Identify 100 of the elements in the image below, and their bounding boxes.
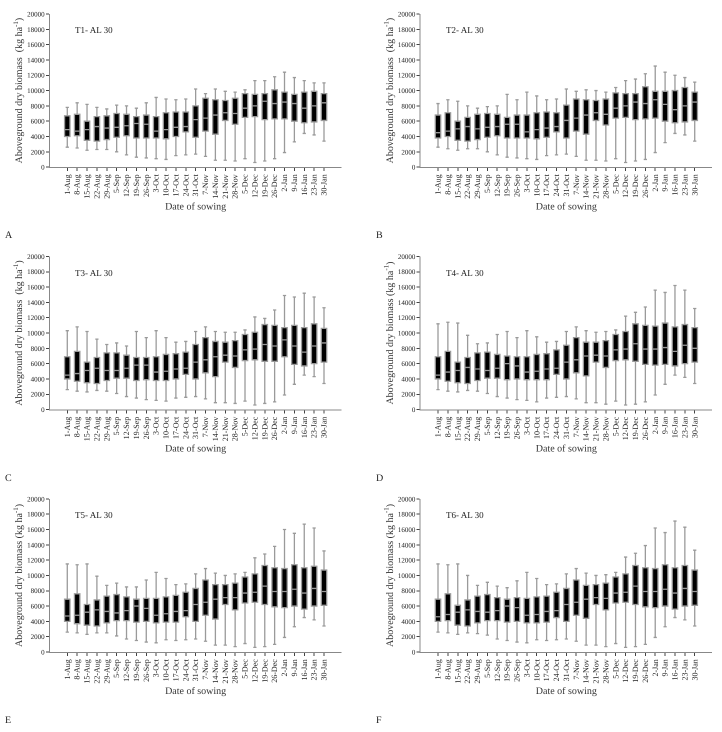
x-tick-label: 26-Dec [270,416,280,440]
x-tick-label: 1-Aug [62,416,72,438]
text: B [376,230,383,241]
x-tick-label: 5-Sep [112,416,122,436]
x-axis-title: Date of sowing [165,201,226,212]
x-tick-label: 16-Jan [670,416,680,438]
x-tick-label: 26-Sep [142,659,151,682]
x-tick-label: 10-Oct [532,174,542,197]
x-tick-label: 26-Sep [512,174,522,197]
x-tick-label: 19-Sep [132,416,141,440]
x-tick-label: 24-Oct [181,416,190,439]
x-tick-label: 29-Aug [102,659,112,684]
x-tick-label: 8-Aug [72,659,82,680]
x-tick-label: 26-Dec [270,174,280,198]
x-tick-label: 14-Nov [210,659,220,684]
x-tick-label: 12-Sep [492,174,502,197]
x-tick-label: 23-Jan [680,659,690,681]
x-tick-label: 7-Nov [572,174,581,195]
x-tick-label: 19-Dec [260,658,270,683]
x-tick-label: 3-Oct [522,416,532,435]
x-tick-label: 30-Jan [320,416,329,438]
x-tick-label: 19-Sep [132,174,141,197]
x-tick-label: 16-Jan [670,659,680,681]
x-tick-label: 24-Oct [181,658,190,682]
text: E [5,715,12,726]
x-tick-label: 10-Oct [162,658,171,682]
x-tick-label: 9-Jan [660,659,670,677]
x-tick-label: 7-Nov [201,416,210,438]
x-tick-label: 19-Dec [260,416,270,440]
text: C [5,473,12,484]
x-tick-label: 12-Dec [621,416,630,440]
text: T4- AL 30 [446,268,484,278]
x-tick-label: 9-Jan [290,416,299,434]
x-tick-label: 17-Oct [542,174,552,197]
x-tick-label: 9-Jan [660,174,670,192]
x-tick-label: 21-Nov [220,416,230,442]
x-tick-label: 5-Dec [240,658,250,679]
x-tick-label: 5-Dec [611,416,620,436]
x-tick-label: 2-Jan [280,174,290,192]
x-tick-label: 17-Oct [171,658,180,682]
x-tick-label: 5-Dec [240,416,250,436]
x-tick-label: 22-Aug [463,659,472,684]
x-tick-label: 1-Aug [434,416,443,438]
text: A [5,230,13,241]
x-tick-label: 16-Jan [670,174,680,196]
x-tick-label: 5-Sep [482,659,492,678]
x-tick-label: 15-Aug [82,416,92,442]
x-tick-label: 14-Nov [210,416,220,442]
x-tick-label: 2-Jan [650,416,660,434]
text: T1- AL 30 [75,25,114,35]
x-tick-label: 5-Dec [611,174,620,194]
x-tick-label: 8-Aug [72,174,82,195]
x-tick-label: 30-Jan [690,174,700,196]
x-tick-label: 23-Jan [310,416,319,438]
x-tick-label: 12-Sep [122,174,132,197]
x-tick-label: 26-Dec [640,416,650,440]
x-tick-label: 8-Aug [443,174,452,195]
x-tick-label: 5-Sep [112,174,122,193]
x-tick-label: 19-Sep [502,659,512,682]
x-tick-label: 31-Oct [562,174,571,197]
x-tick-label: 26-Sep [142,174,151,197]
x-tick-label: 3-Oct [152,174,161,193]
x-axis-title: Date of sowing [536,444,597,455]
x-tick-label: 26-Sep [512,416,522,440]
x-tick-label: 8-Aug [443,416,452,438]
x-tick-label: 1-Aug [434,174,443,195]
x-tick-label: 12-Sep [492,416,502,440]
text: D [376,473,384,484]
text: F [376,715,382,726]
x-axis-title: Date of sowing [536,686,597,698]
x-tick-label: 2-Jan [650,659,660,677]
x-tick-label: 8-Aug [443,659,452,680]
x-tick-label: 21-Nov [220,174,230,199]
text: T6- AL 30 [446,510,484,520]
x-tick-label: 28-Nov [230,659,240,684]
x-tick-label: 28-Nov [601,659,610,684]
x-tick-label: 26-Sep [142,416,151,440]
x-tick-label: 12-Dec [250,658,260,683]
x-tick-label: 31-Oct [562,658,571,682]
text: T3- AL 30 [75,268,114,278]
x-tick-label: 10-Oct [532,416,542,439]
x-tick-label: 1-Aug [434,659,443,680]
x-tick-label: 3-Oct [522,658,532,678]
x-tick-label: 5-Dec [611,658,620,679]
x-tick-label: 28-Nov [601,174,610,199]
x-tick-label: 3-Oct [522,174,532,193]
x-tick-label: 1-Aug [62,174,72,195]
x-tick-label: 3-Oct [152,658,161,678]
x-tick-label: 30-Jan [320,174,329,196]
x-tick-label: 12-Sep [492,659,502,682]
x-tick-label: 7-Nov [201,659,210,680]
x-tick-label: 19-Dec [631,174,640,198]
x-tick-label: 15-Aug [453,416,462,442]
x-tick-label: 24-Oct [181,174,190,197]
x-tick-label: 30-Jan [320,659,329,681]
x-tick-label: 24-Oct [552,416,562,439]
x-tick-label: 2-Jan [280,416,290,434]
x-tick-label: 22-Aug [463,416,472,442]
x-tick-label: 22-Aug [463,174,472,199]
x-tick-label: 29-Aug [473,659,482,684]
